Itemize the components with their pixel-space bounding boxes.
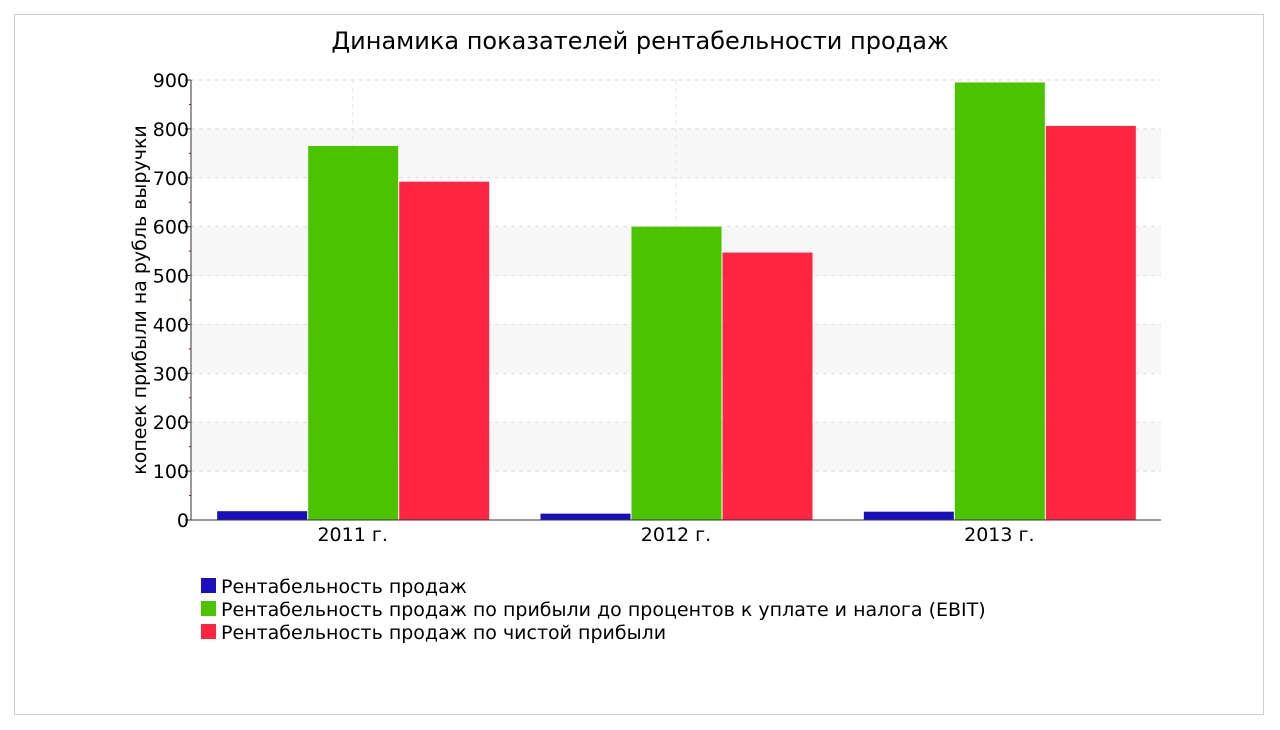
legend-swatch — [201, 578, 216, 593]
legend-swatch — [201, 624, 216, 639]
y-tick-label: 900 — [153, 70, 189, 92]
legend-swatch — [201, 601, 216, 616]
plot-bars — [217, 82, 1136, 521]
y-tick-label: 300 — [153, 363, 189, 385]
plot-ticks: 0 100 200 300 400 500 600 700 800 900 2011 г. 2012 … — [153, 70, 1035, 546]
legend-label: Рентабельность продаж — [221, 576, 467, 598]
y-tick-label: 200 — [153, 412, 189, 434]
y-tick-label: 100 — [153, 461, 189, 483]
x-tick-label: 2011 г. — [317, 524, 387, 546]
bar — [308, 146, 399, 520]
bar — [722, 252, 813, 521]
y-tick-label: 700 — [153, 168, 189, 190]
bar — [399, 181, 490, 520]
x-tick-label: 2013 г. — [964, 524, 1034, 546]
y-tick-label: 0 — [177, 510, 189, 532]
bar — [954, 82, 1045, 520]
y-tick-label: 400 — [153, 314, 189, 336]
bar — [540, 513, 631, 520]
bar — [631, 226, 722, 520]
bar — [217, 511, 308, 520]
bar — [863, 511, 954, 520]
y-tick-label: 800 — [153, 119, 189, 141]
y-tick-label: 500 — [153, 266, 189, 288]
bar — [1045, 125, 1136, 520]
y-tick-label: 600 — [153, 217, 189, 239]
y-axis-title: копеек прибыли на рубль выручки — [129, 125, 151, 475]
legend-label: Рентабельность продаж по прибыли до проц… — [221, 599, 986, 621]
chart-title: Динамика показателей рентабельности прод… — [331, 27, 948, 55]
x-tick-label: 2012 г. — [641, 524, 711, 546]
legend-label: Рентабельность продаж по чистой прибыли — [221, 622, 666, 644]
